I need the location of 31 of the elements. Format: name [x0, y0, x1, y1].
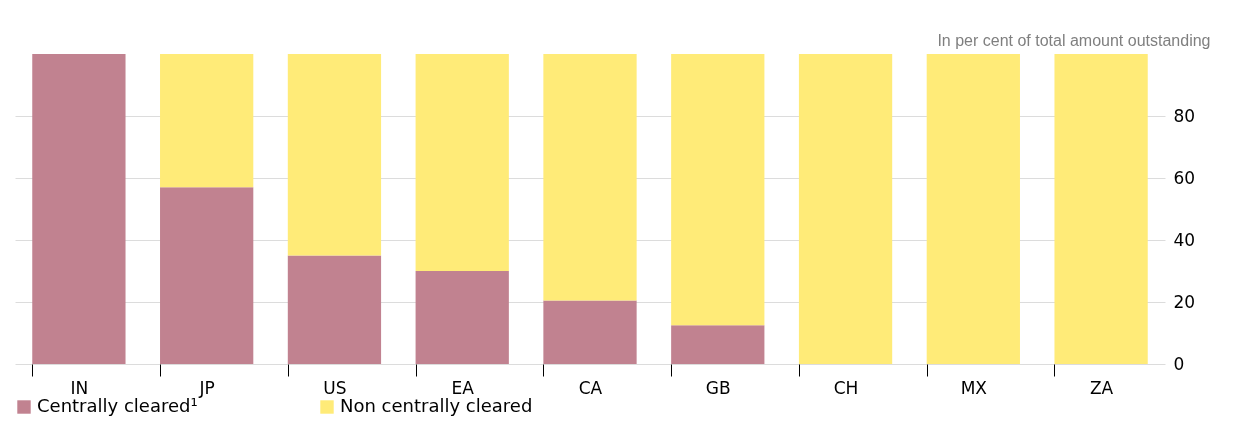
bar	[671, 325, 765, 364]
y-axis-title: In per cent of total amount outstanding	[937, 31, 1211, 49]
bar	[543, 54, 637, 301]
x-tick-label: JP	[198, 377, 215, 398]
x-tick-label: MX	[960, 377, 988, 398]
bar	[32, 54, 126, 364]
x-tick-label: ZA	[1089, 377, 1114, 398]
bar	[543, 300, 637, 364]
bar	[287, 255, 382, 364]
bar	[671, 54, 765, 326]
bar	[415, 271, 509, 364]
bar	[926, 54, 1020, 364]
y-tick-label: 80	[1173, 105, 1196, 126]
x-tick-label: GB	[705, 377, 731, 398]
bar	[798, 54, 893, 364]
y-tick-label: 0	[1173, 353, 1185, 374]
x-tick-label: CH	[833, 377, 859, 398]
y-tick-label: 40	[1173, 229, 1196, 250]
bar	[160, 187, 254, 364]
legend-label: Centrally cleared¹	[37, 395, 198, 416]
x-tick-label: US	[323, 377, 347, 398]
bar	[1054, 54, 1148, 364]
x-tick-label: EA	[451, 377, 475, 398]
bar	[287, 54, 382, 256]
y-tick-label: 60	[1173, 167, 1196, 188]
x-tick-label: IN	[70, 377, 89, 398]
y-tick-label: 20	[1173, 291, 1196, 312]
x-tick-label: CA	[578, 377, 603, 398]
bar	[415, 54, 509, 271]
bar	[160, 54, 254, 188]
legend-label: Non centrally cleared	[340, 395, 533, 416]
